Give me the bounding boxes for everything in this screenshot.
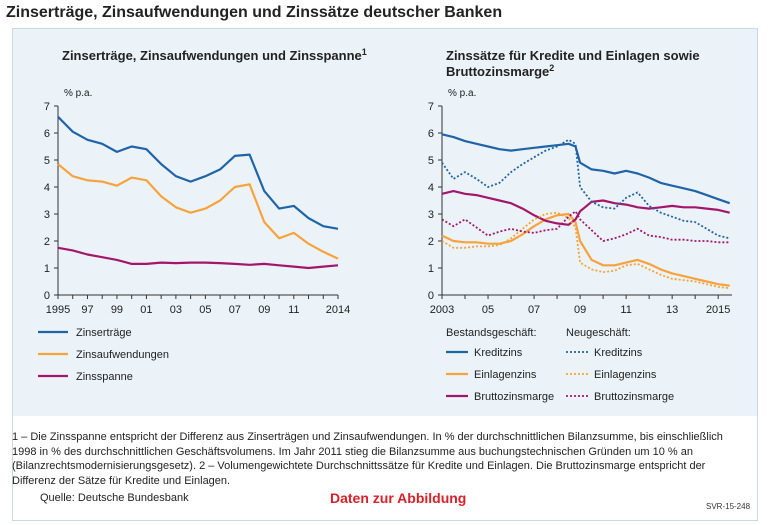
x-tick-label: 07 [229,304,241,316]
chart-title-line: Zinssätze für Kredite und Einlagen sowie [446,48,700,63]
series-line-bruttozinsmarge-neugesch-ft [441,210,730,244]
x-tick-label: 13 [666,304,678,316]
y-tick-label: 5 [428,155,434,167]
legend-label: Zinsaufwendungen [76,349,169,361]
y-tick-label: 3 [428,209,434,221]
y-tick-label: 7 [44,101,50,113]
legend-label: Zinserträge [76,327,132,339]
series-line-einlagenzins-bestandsgesch-ft [441,212,730,287]
x-tick-label: 2015 [706,304,730,316]
y-tick-label: 4 [428,182,434,194]
series-line-kreditzins-bestandsgesch-ft [441,133,731,205]
series-line-einlagenzins-neugesch-ft [441,211,730,290]
y-axis-unit-label: % p.a. [448,88,476,99]
x-tick-label: 07 [528,304,540,316]
x-tick-label: 09 [574,304,586,316]
chart-title-line: Bruttozinsmarge2 [446,63,554,79]
legend-label: Kreditzins [594,347,643,359]
chart-title-footnote-mark: 2 [549,63,554,73]
footnote-text: 1 – Die Zinsspanne entspricht der Differ… [12,431,723,487]
x-tick-label: 2014 [326,304,350,316]
y-tick-label: 2 [44,236,50,248]
x-tick-label: 09 [258,304,270,316]
x-tick-label: 11 [620,304,631,316]
source-note: Quelle: Deutsche Bundesbank [40,492,189,504]
chart-panel [12,28,758,418]
legend-label: Einlagenzins [474,369,537,381]
series-line-zinsaufwendungen [57,163,339,260]
x-tick-label: 1995 [46,304,70,316]
chart-title-footnote-mark: 1 [362,47,367,57]
legend-header-neu: Neugeschäft: [566,327,631,339]
y-tick-label: 1 [44,263,50,275]
y-tick-label: 0 [428,290,434,302]
x-tick-label: 01 [140,304,152,316]
footnote-box [12,416,758,521]
y-tick-label: 6 [428,128,434,140]
page-title: Zinserträge, Zinsaufwendungen und Zinssä… [6,4,503,21]
x-tick-label: 2003 [430,304,454,316]
y-tick-label: 5 [44,155,50,167]
y-tick-label: 3 [44,209,50,221]
legend-header-bestand: Bestandsgeschäft: [446,327,537,339]
legend-label: Bruttozinsmarge [474,391,554,403]
series-line-zinsspanne [57,246,339,270]
series-line-bruttozinsmarge-bestandsgesch-ft [441,190,730,226]
y-tick-label: 7 [428,101,434,113]
y-tick-label: 2 [428,236,434,248]
figure-code: SVR-15-248 [706,502,751,511]
data-link[interactable]: Daten zur Abbildung [330,490,467,506]
x-tick-label: 11 [288,304,299,316]
y-tick-label: 1 [428,263,434,275]
y-tick-label: 4 [44,182,50,194]
y-tick-label: 0 [44,290,50,302]
legend-label: Bruttozinsmarge [594,391,674,403]
series-line-zinsertr-ge [57,116,339,230]
legend-label: Zinsspanne [76,371,133,383]
chart-title: Zinserträge, Zinsaufwendungen und Zinssp… [62,47,367,63]
legend-label: Kreditzins [474,347,523,359]
x-tick-label: 97 [81,304,93,316]
series-line-kreditzins-neugesch-ft [441,138,730,240]
x-tick-label: 05 [199,304,211,316]
x-tick-label: 03 [170,304,182,316]
x-tick-label: 99 [111,304,123,316]
y-tick-label: 6 [44,128,50,140]
legend-label: Einlagenzins [594,369,657,381]
y-axis-unit-label: % p.a. [64,88,92,99]
x-tick-label: 05 [482,304,494,316]
